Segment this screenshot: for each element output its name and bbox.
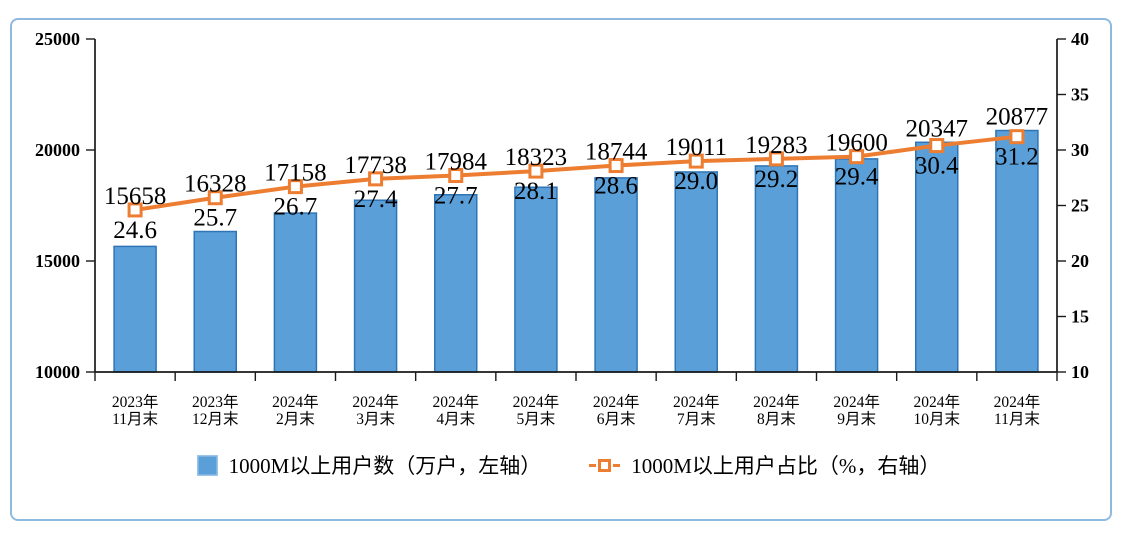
x-category-label-line1: 2023年 [112,393,159,411]
line-value-label: 28.6 [594,173,638,200]
x-category-label-line2: 9月末 [837,410,876,428]
bar-value-label: 18744 [585,139,648,166]
left-axis-tick-label: 25000 [35,29,80,49]
x-category-label-line2: 2月末 [276,410,315,428]
line-marker [448,168,464,184]
bar-series-swatch-icon [196,454,218,476]
line-value-label: 27.7 [434,183,478,210]
line-series-marker-icon [589,458,621,472]
chart-legend: 1000M以上用户数（万户，左轴） 1000M以上用户占比（%，右轴） [0,450,1137,480]
x-category-label-line1: 2024年 [272,393,319,411]
x-category-label-line2: 12月末 [192,410,239,428]
bar-value-label: 16328 [184,171,247,198]
bar [594,177,638,373]
bar-value-label: 20877 [986,104,1049,131]
right-axis-tick-label: 10 [1071,362,1089,382]
bar [995,129,1039,373]
line-marker [287,179,303,195]
x-category-label-line2: 7月末 [677,410,716,428]
bar-value-label: 17158 [264,160,327,187]
left-axis-tick-label: 20000 [35,140,80,160]
bar-value-label: 19283 [745,132,808,159]
line-marker [688,153,704,169]
combo-chart-plot: 25000200001500010000403530252015102023年1… [35,29,1089,428]
line-value-label: 29.0 [674,168,718,195]
bar [273,212,318,373]
legend-item-bar-series: 1000M以上用户数（万户，左轴） [196,450,542,480]
x-category-label-line1: 2024年 [673,393,720,411]
line-square-marker-icon [598,458,612,472]
x-category-label-line2: 10月末 [913,410,960,428]
right-axis-tick-label: 20 [1071,251,1089,271]
line-marker [207,190,223,206]
line-value-label: 29.4 [835,164,879,191]
line-series [133,134,1019,212]
x-category-label-line2: 5月末 [517,410,556,428]
bar [514,186,558,373]
left-axis-tick-label: 15000 [35,251,80,271]
line-value-label: 31.2 [995,144,1039,171]
legend-label-bar-series: 1000M以上用户数（万户，左轴） [228,454,542,478]
line-value-label: 28.1 [514,178,558,205]
x-category-label-line1: 2024年 [352,393,399,411]
bar [674,171,718,373]
bar [353,199,398,373]
line-value-label: 29.2 [755,166,799,193]
x-category-label-line2: 4月末 [436,410,475,428]
x-category-label-line2: 3月末 [356,410,395,428]
line-marker [528,163,544,179]
bar-value-label: 17984 [425,149,488,176]
bar [834,158,879,373]
line-marker [849,149,865,165]
line-marker [127,202,143,218]
right-axis-tick-label: 25 [1071,196,1089,216]
x-category-label-line2: 11月末 [994,410,1040,428]
right-axis-tick-label: 40 [1071,29,1089,49]
x-category-label-line1: 2024年 [593,393,640,411]
line-value-label: 25.7 [193,205,237,232]
line-value-label: 27.4 [354,186,398,213]
x-category-label-line2: 6月末 [597,410,636,428]
bar [113,245,157,373]
chart-frame [10,18,1112,521]
line-value-label: 24.6 [113,217,157,244]
x-category-label-line1: 2024年 [513,393,560,411]
x-category-label-line1: 2024年 [994,393,1041,411]
x-category-label-line1: 2024年 [432,393,479,411]
legend-label-line-series: 1000M以上用户占比（%，右轴） [631,454,941,478]
bar [193,230,237,373]
x-category-label-line2: 8月末 [757,410,796,428]
line-value-label: 26.7 [274,194,318,221]
line-value-label: 30.4 [915,153,959,180]
x-category-label-line1: 2024年 [753,393,800,411]
line-dash-icon [613,463,621,467]
bar-value-label: 19600 [825,130,888,157]
legend-item-line-series: 1000M以上用户占比（%，右轴） [589,450,940,480]
line-marker [768,151,784,167]
right-axis-tick-label: 30 [1071,140,1089,160]
right-axis-tick-label: 35 [1071,85,1089,105]
bar-value-label: 20347 [906,115,969,142]
bar [754,165,799,373]
x-category-label-line1: 2023年 [192,393,239,411]
x-category-label-line1: 2024年 [913,393,960,411]
left-axis-tick-label: 10000 [35,362,80,382]
line-marker [1009,129,1025,145]
bar-value-label: 18323 [505,144,568,171]
x-category-label-line1: 2024年 [833,393,880,411]
line-dash-icon [589,463,597,467]
bar-value-label: 19011 [665,134,727,161]
x-category-label-line2: 11月末 [112,410,158,428]
bar [434,194,478,373]
line-marker [608,158,624,174]
line-marker [929,138,945,154]
bar-value-label: 15658 [104,183,167,210]
bar-value-label: 17738 [344,152,407,179]
line-marker [368,171,384,187]
right-axis-tick-label: 15 [1071,307,1089,327]
